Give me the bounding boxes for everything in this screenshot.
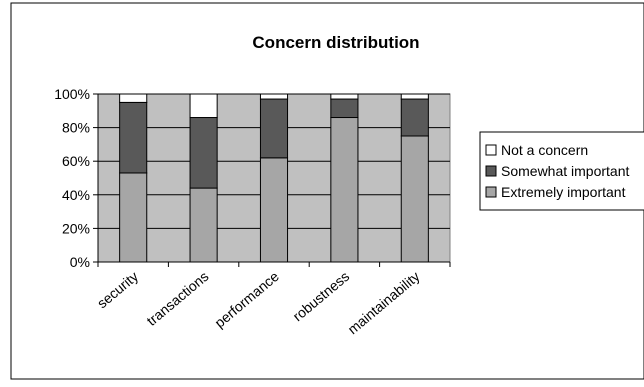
legend-swatch [485, 144, 497, 156]
bar-segment [189, 117, 218, 189]
y-tick-label: 20% [62, 220, 90, 236]
y-tick-label: 80% [62, 120, 90, 136]
bar-segment [119, 172, 148, 263]
legend-swatch [485, 165, 497, 177]
y-tick-label: 100% [54, 86, 90, 102]
bar-segment [119, 101, 148, 174]
legend-label: Extremely important [501, 184, 626, 200]
y-tick-label: 60% [62, 153, 90, 169]
bar-segment [259, 157, 289, 263]
legend-swatch [485, 186, 497, 198]
bar-segment [119, 93, 148, 103]
bar-segment [259, 98, 289, 159]
plot-area: 0%20%40%60%80%100%security transactions pe… [54, 86, 451, 337]
bar-segment [330, 93, 359, 100]
y-tick-label: 40% [62, 187, 90, 203]
bar-segment [259, 93, 289, 100]
chart-title: Concern distribution [252, 33, 419, 52]
legend-label: Not a concern [501, 142, 588, 158]
bar-segment [330, 117, 359, 263]
bar-segment [400, 93, 429, 100]
bar-segment [400, 135, 429, 263]
bar-segment [400, 98, 429, 137]
bar-segment [189, 93, 218, 119]
legend-label: Somewhat important [501, 163, 630, 179]
legend: Not a concern Somewhat important Extremely… [479, 131, 644, 211]
bar-segment [330, 98, 359, 119]
y-tick-label: 0% [70, 254, 90, 270]
bar-segment [189, 187, 218, 263]
legend-box [479, 131, 644, 211]
